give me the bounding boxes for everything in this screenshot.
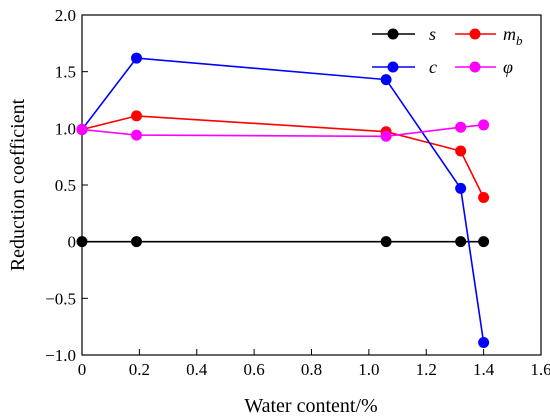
data-point-s [76,236,88,248]
legend-label-c: c [429,57,437,77]
x-tick-label: 1.6 [530,360,550,379]
data-point-s [131,236,143,248]
data-point-phi [76,123,88,135]
x-axis-title: Water content/% [244,395,377,417]
data-point-s [380,236,392,248]
data-point-mb [478,191,490,203]
series-layer [76,52,490,349]
data-point-s [455,236,467,248]
data-point-c [478,337,490,349]
legend-item-c: c [372,57,437,77]
y-tick-label: 1.0 [55,119,76,138]
data-point-phi [478,119,490,131]
y-tick-label: 1.5 [55,63,76,82]
x-tick-label: 1.2 [416,360,437,379]
data-point-c [455,182,467,194]
x-tick-label: 1.4 [473,360,495,379]
x-tick-label: 0.6 [244,360,265,379]
data-point-mb [131,110,143,122]
x-tick-label: 0.8 [301,360,322,379]
legend-marker-s [387,28,399,40]
y-axis-title: Reduction coefficient [7,98,29,271]
y-tick-label: −1.0 [45,346,76,365]
data-point-phi [455,121,467,133]
y-axis-ticks: −1.0 −0.5 0 0.5 1.0 1.5 2.0 [45,6,88,365]
data-point-phi [131,129,143,141]
legend-label-phi: φ [503,57,513,77]
legend-marker-mb [469,28,481,40]
y-tick-label: 0.5 [55,176,76,195]
data-point-c [131,52,143,64]
legend-marker-phi [469,61,481,73]
series-line-c [81,57,485,343]
y-tick-label: −0.5 [45,289,76,308]
series-line-mb [81,115,485,198]
legend-item-mb: mb [455,24,523,48]
data-point-s [478,236,490,248]
y-tick-label: 2.0 [55,6,76,25]
x-axis-ticks: 0 0.2 0.4 0.6 0.8 1.0 1.2 1.4 1.6 [78,349,550,379]
x-tick-label: 0.2 [129,360,150,379]
data-point-c [380,74,392,86]
legend-label-s: s [429,24,436,44]
data-point-mb [455,145,467,157]
x-tick-label: 0.4 [186,360,208,379]
y-tick-label: 0 [68,233,77,252]
x-tick-label: 1.0 [358,360,379,379]
legend-item-s: s [372,24,436,44]
legend-label-mb: mb [503,24,523,48]
legend: s mb c φ [372,24,523,77]
legend-item-phi: φ [455,57,513,77]
legend-marker-c [387,61,399,73]
data-point-phi [380,130,392,142]
x-tick-label: 0 [78,360,87,379]
